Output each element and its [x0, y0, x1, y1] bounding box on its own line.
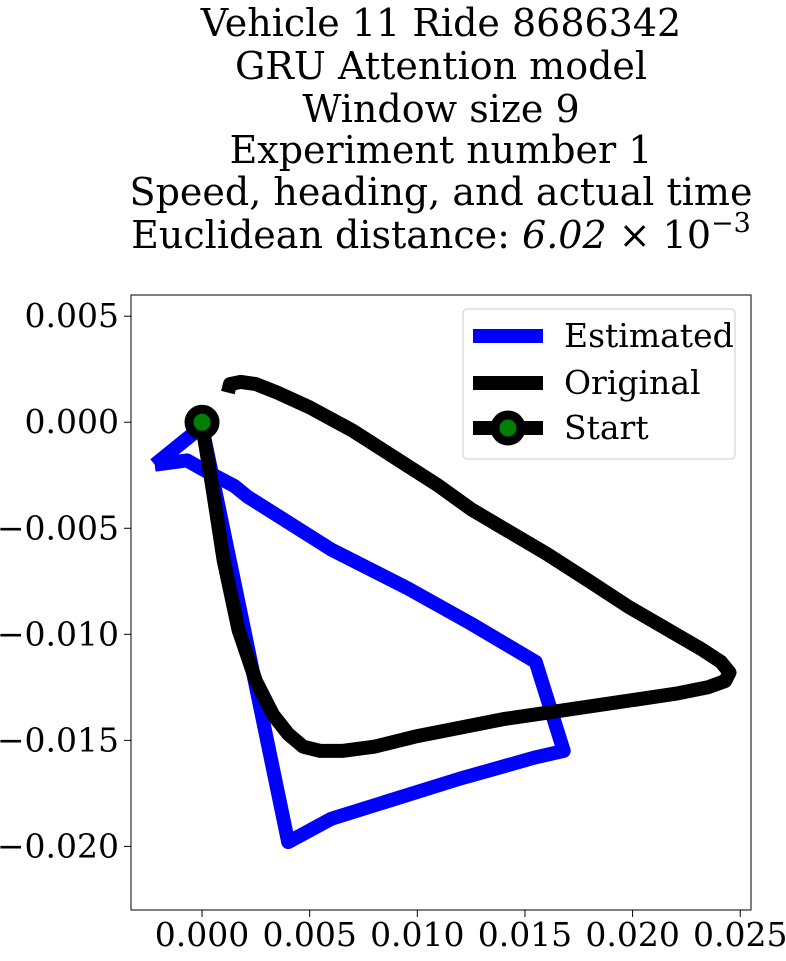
legend-label-original: Original [564, 363, 701, 402]
title-line: Speed, heading, and actual time [130, 170, 753, 214]
y-tick-label: −0.020 [0, 826, 119, 865]
legend-marker-start [490, 410, 526, 446]
title-line: GRU Attention model [235, 44, 647, 88]
y-tick-label: −0.005 [0, 508, 119, 547]
plot-area [150, 374, 737, 850]
title-metric-mantissa: 6.02 [522, 213, 607, 257]
y-tick-label: 0.000 [25, 402, 119, 441]
y-tick-label: −0.010 [0, 614, 119, 653]
x-tick-label: 0.015 [478, 915, 572, 954]
title-line: Vehicle 11 Ride 8686342 [200, 1, 681, 45]
series-line-original [195, 374, 737, 758]
x-tick-label: 0.000 [155, 915, 249, 954]
title-metric-base: 10 [663, 213, 711, 257]
title-line: Window size 9 [302, 87, 579, 131]
legend: Estimated Original Start [462, 308, 736, 460]
legend-label-estimated: Estimated [564, 316, 734, 355]
y-tick-label: −0.015 [0, 720, 119, 759]
series-line-estimated [150, 419, 571, 850]
title-metric-prefix: Euclidean distance: [131, 213, 522, 257]
x-tick-label: 0.010 [370, 915, 464, 954]
x-tick-label: 0.020 [585, 915, 679, 954]
legend-label-start: Start [564, 408, 649, 447]
axes-frame [130, 294, 752, 911]
title-metric-exponent: −3 [711, 208, 751, 239]
axes: 0.000 0.005 0.010 0.015 0.020 0.025 0.005 0.000… [0, 294, 786, 954]
title-metric: Euclidean distance: 6.02 × 10−3 [131, 208, 751, 257]
x-tick-label: 0.005 [262, 915, 356, 954]
title-metric-times: × [607, 213, 663, 257]
title-line: Experiment number 1 [230, 128, 653, 172]
x-tick-label: 0.025 [693, 915, 786, 954]
y-tick-label: 0.005 [25, 296, 119, 335]
series-marker-start [184, 404, 220, 440]
